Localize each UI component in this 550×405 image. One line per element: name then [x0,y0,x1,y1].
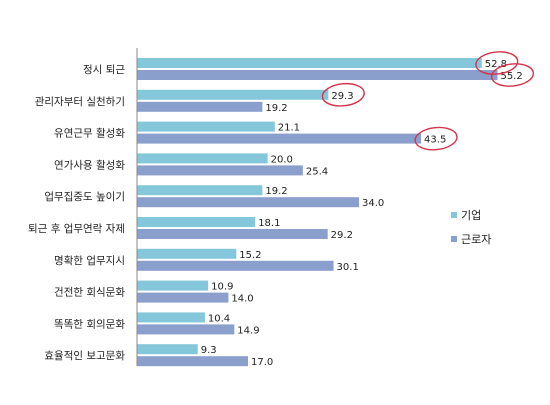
data-label: 43.5 [424,135,446,146]
data-label: 20.0 [271,154,293,165]
bar-company [137,153,268,164]
bar-company [137,58,482,68]
bar-worker [137,197,360,208]
legend-label: 기업 [461,209,481,222]
category-label: 유연근무 활성화 [54,127,125,140]
bar-company [137,217,256,227]
bar-company [137,121,275,132]
category-label: 퇴근 후 업무연락 자제 [28,222,125,235]
data-label: 29.2 [331,230,353,241]
bar-company [137,312,205,323]
highlight-circles [321,51,535,151]
category-label: 관리자부터 실천하기 [35,95,125,108]
legend-swatch [451,212,457,218]
data-label: 18.1 [258,218,280,229]
category-label: 연가사용 활성화 [54,158,125,171]
legend-label: 근로자 [461,233,491,246]
category-label: 명확한 업무지시 [54,254,125,267]
category-label: 효율적인 보고문화 [44,350,125,362]
highlight-circle [414,126,458,151]
data-label: 19.2 [265,186,287,197]
data-label: 10.9 [211,282,233,293]
data-label: 17.0 [251,357,273,368]
category-label: 똑똑한 회의문화 [54,318,125,330]
data-label: 21.1 [278,123,300,134]
data-label: 29.3 [331,91,353,102]
data-labels: 52.855.2 29.3 19.2 21.1 43.5 20.0 25.4 19.2 34.0… [201,59,523,368]
highlight-circle [321,82,365,107]
data-label: 9.3 [201,345,217,356]
data-label: 34.0 [362,198,384,209]
highlight-circle [490,63,535,87]
data-label: 14.9 [237,325,259,336]
bar-worker [137,101,263,112]
data-label: 25.4 [306,166,328,177]
bar-worker [137,292,229,303]
data-label: 14.0 [231,294,253,305]
category-label: 업무집중도 높이기 [44,190,125,203]
bar-worker [137,356,249,367]
category-label: 정시 퇴근 [83,64,125,76]
bar-worker [137,324,235,335]
data-label: 30.1 [337,262,359,273]
bar-worker [137,260,334,271]
data-label: 52.8 [485,59,507,70]
data-label: 15.2 [239,250,261,261]
bar-worker [137,133,422,144]
category-label: 건전한 회식문화 [54,287,125,299]
bar-company [137,185,263,196]
bar-company [137,280,209,291]
bar-company [137,248,237,259]
data-label: 55.2 [500,71,522,82]
data-label: 19.2 [265,103,287,114]
bar-worker [137,165,303,176]
legend-swatch [451,236,457,242]
highlight-circle [475,51,519,75]
bar-company [137,89,329,100]
bar-worker [137,70,498,80]
data-label: 10.4 [208,313,230,324]
bar-company [137,344,198,355]
bars [137,58,498,367]
bar-worker [137,229,328,239]
